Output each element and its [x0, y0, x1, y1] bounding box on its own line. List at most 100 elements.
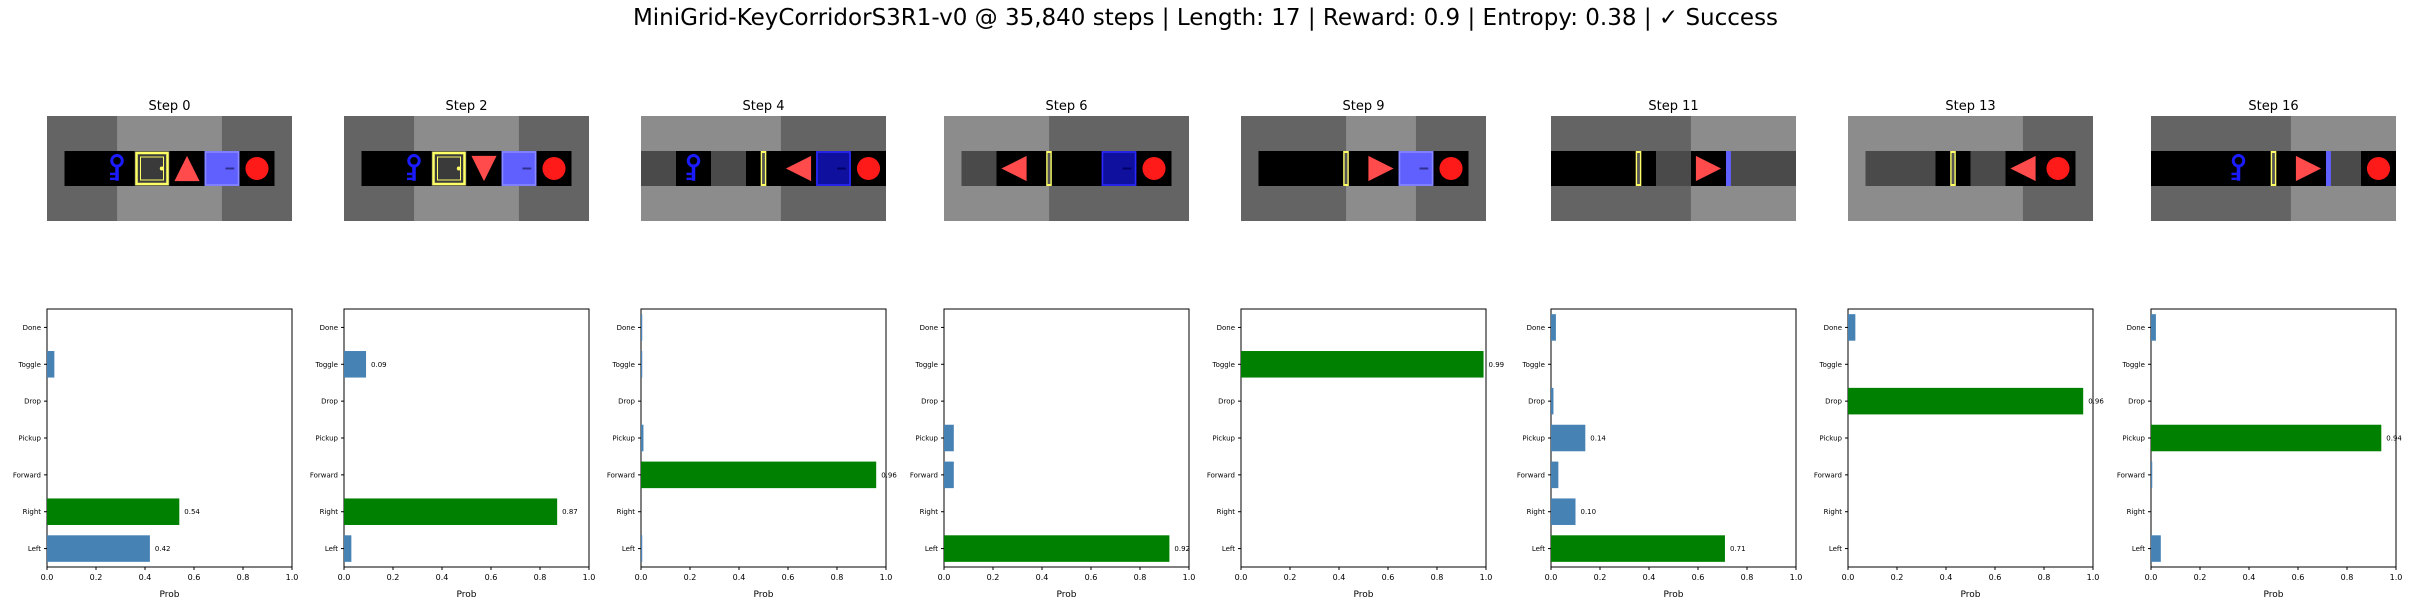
x-axis-label: Prob: [1057, 590, 1077, 600]
key-shaft: [691, 165, 696, 181]
y-tick-label: Done: [920, 324, 938, 332]
x-tick-label: 1.0: [286, 573, 299, 582]
x-axis-label: Prob: [754, 590, 774, 600]
y-tick-label: Pickup: [1522, 435, 1545, 443]
bar-value-label: 0.96: [881, 471, 897, 479]
x-tick-label: 1.0: [2390, 573, 2403, 582]
grid-cell-empty: [2186, 151, 2221, 186]
bar-value-label: 0.14: [1590, 435, 1606, 443]
action-probability-chart: Left 0.92 Right Forward Pickup Drop Toggle Done…: [910, 308, 1196, 600]
x-tick-label: 0.0: [1842, 573, 1855, 582]
y-tick-label: Forward: [310, 471, 338, 479]
y-tick-label: Done: [1824, 324, 1842, 332]
bar-left: [1551, 535, 1725, 562]
y-tick-label: Drop: [618, 398, 635, 406]
x-tick-label: 0.0: [635, 573, 648, 582]
x-tick-label: 0.4: [1940, 573, 1953, 582]
bar-value-label: 0.92: [1174, 545, 1190, 553]
action-probability-chart: Left 0.71 Right 0.10 Forward Pickup 0.14 Drop To…: [1517, 308, 1803, 600]
y-tick-label: Left: [1829, 545, 1842, 553]
bar-done: [2151, 314, 2156, 341]
y-tick-label: Drop: [921, 398, 938, 406]
y-tick-label: Done: [2127, 324, 2145, 332]
bar-toggle: [47, 351, 55, 378]
grid-cell-empty: [2151, 151, 2186, 186]
x-tick-label: 1.0: [1183, 573, 1196, 582]
step-title: Step 16: [2248, 99, 2298, 114]
grid-cell-floor: [1970, 151, 2006, 186]
bar-toggle: [344, 351, 367, 378]
x-tick-label: 0.2: [1284, 573, 1297, 582]
x-tick-label: 0.4: [2243, 573, 2256, 582]
blue-door-open-cell: [2326, 151, 2361, 186]
grid-cell-empty: [1258, 151, 1294, 186]
door-knob: [159, 166, 164, 171]
bar-pickup: [641, 424, 644, 452]
x-tick-label: 0.8: [2038, 573, 2051, 582]
door-open-cell: [431, 151, 467, 186]
y-tick-label: Toggle: [17, 361, 41, 369]
x-tick-label: 1.0: [1790, 573, 1803, 582]
bar-value-label: 0.09: [371, 361, 387, 369]
action-probability-chart: Left Right Forward Pickup Drop Toggle 0.99 Done…: [1207, 308, 1505, 600]
x-tick-label: 0.4: [139, 573, 152, 582]
red-ball-icon: [1142, 156, 1166, 181]
x-tick-label: 0.8: [534, 573, 547, 582]
y-tick-label: Right: [920, 508, 939, 516]
x-tick-label: 0.6: [1085, 573, 1098, 582]
step-title: Step 4: [742, 99, 784, 114]
x-tick-label: 0.6: [1989, 573, 2002, 582]
key-tooth: [686, 172, 692, 176]
agent-triangle-icon: [1368, 155, 1394, 182]
action-probability-chart: Left Right 0.87 Forward Pickup Drop Toggle 0.09…: [310, 308, 595, 600]
agent-triangle-icon: [1001, 155, 1027, 182]
bar-value-label: 0.54: [184, 508, 200, 516]
y-tick-label: Toggle: [1211, 361, 1235, 369]
bar-left: [641, 535, 643, 562]
grid-cell-floor: [1900, 151, 1936, 186]
x-tick-label: 0.4: [436, 573, 449, 582]
grid-cell-floor: [641, 151, 676, 186]
bar-forward: [944, 461, 954, 489]
bar-pickup: [1551, 424, 1586, 452]
grid-cell-floor: [711, 151, 746, 186]
yellow-door-gap: [2272, 153, 2275, 184]
blue-door-open-icon: [1726, 151, 1731, 186]
y-tick-label: Pickup: [2122, 435, 2145, 443]
key-tooth: [110, 177, 116, 181]
bar-right: [47, 498, 180, 525]
y-tick-label: Left: [1532, 545, 1545, 553]
grid-cell-empty: [1586, 151, 1621, 186]
agent-triangle-icon: [1695, 155, 1722, 182]
step-panel: Step 13 Left Right Forward Pickup Drop 0.96 Tog…: [1814, 99, 2104, 600]
agent-triangle-icon: [471, 155, 497, 182]
x-tick-label: 0.2: [90, 573, 103, 582]
door-knob: [456, 166, 461, 171]
y-tick-label: Pickup: [1819, 435, 1842, 443]
key-shaft: [115, 165, 119, 181]
step-title: Step 13: [1945, 99, 1995, 114]
yellow-door-gap: [762, 153, 765, 184]
step-panel: Step 9 Left Right Forward Pickup Drop Toggle 0.…: [1207, 99, 1504, 600]
bar-value-label: 0.99: [1489, 361, 1505, 369]
bar-toggle: [1241, 351, 1484, 378]
agent-triangle-icon: [2295, 155, 2322, 182]
y-tick-label: Forward: [13, 471, 41, 479]
yellow-door-icon: [432, 151, 466, 186]
bar-value-label: 0.96: [2088, 398, 2104, 406]
step-panel: Step 4 Left Right Forward 0.96 Pickup Drop Togg…: [607, 99, 897, 600]
y-tick-label: Toggle: [1818, 361, 1842, 369]
step-panel: Step 0 Left 0.42 Right 0.54 Forward Pickup Drop…: [13, 99, 299, 600]
x-tick-label: 1.0: [880, 573, 893, 582]
bar-value-label: 0.71: [1730, 545, 1746, 553]
x-axis-label: Prob: [2264, 590, 2284, 600]
bar-done: [641, 314, 643, 341]
key-tooth: [110, 172, 116, 176]
y-tick-label: Right: [1217, 508, 1236, 516]
x-tick-label: 0.6: [2292, 573, 2305, 582]
y-tick-label: Done: [320, 324, 338, 332]
grid-cell-empty: [361, 151, 397, 186]
grid-cell-floor: [961, 151, 997, 186]
grid-cell-empty: [1066, 151, 1102, 186]
y-tick-label: Forward: [2117, 471, 2145, 479]
